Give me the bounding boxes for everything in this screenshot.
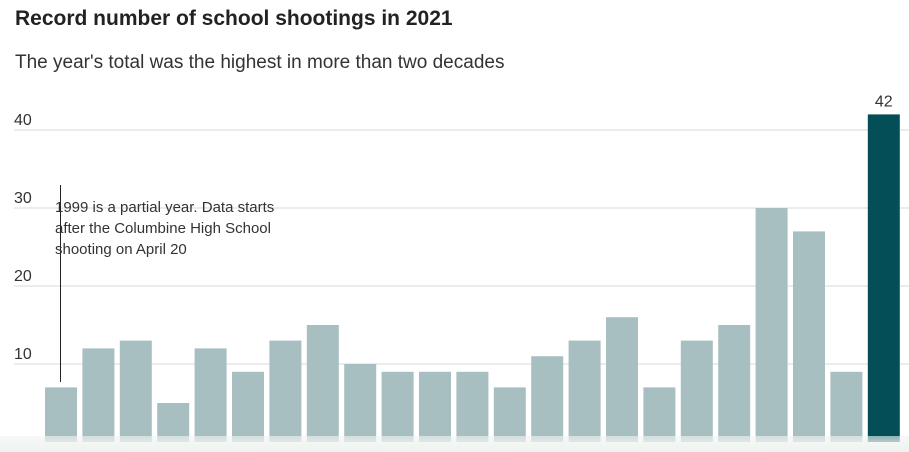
bar-2004 bbox=[232, 371, 264, 442]
bar-2021 bbox=[867, 114, 900, 443]
bar-2002 bbox=[157, 403, 190, 442]
bar-2013 bbox=[568, 340, 601, 442]
annotation-line: 1999 is a partial year. Data starts bbox=[55, 199, 275, 216]
bar-2017 bbox=[718, 325, 751, 442]
chart-subtitle: The year's total was the highest in more… bbox=[15, 52, 505, 73]
bar-2001 bbox=[119, 340, 152, 442]
y-tick-label: 20 bbox=[14, 268, 32, 285]
bar-2010 bbox=[456, 371, 489, 442]
chart-title: Record number of school shootings in 202… bbox=[15, 7, 453, 30]
bar-2007 bbox=[344, 364, 377, 442]
bar-2006 bbox=[306, 325, 339, 442]
bar-2003 bbox=[194, 348, 227, 442]
data-label: 42 bbox=[875, 93, 893, 110]
bottom-fade bbox=[0, 436, 909, 452]
y-tick-label: 30 bbox=[14, 190, 32, 207]
bar-2012 bbox=[531, 356, 564, 442]
bar-2020 bbox=[830, 371, 863, 442]
bar-2019 bbox=[793, 231, 825, 442]
y-tick-label: 40 bbox=[14, 112, 32, 129]
bar-2011 bbox=[493, 387, 526, 442]
bar-2005 bbox=[269, 340, 302, 442]
bar-1999 bbox=[45, 387, 77, 442]
bar-2018 bbox=[755, 208, 788, 442]
annotation-line: after the Columbine High School bbox=[55, 220, 271, 237]
bar-2008 bbox=[381, 371, 414, 442]
bar-2000 bbox=[82, 348, 115, 442]
partial-year-annotation: 1999 is a partial year. Data starts afte… bbox=[55, 197, 305, 260]
bar-2016 bbox=[680, 340, 713, 442]
y-tick-label: 10 bbox=[14, 346, 32, 363]
annotation-line: shooting on April 20 bbox=[55, 241, 187, 258]
bar-2015 bbox=[643, 387, 676, 442]
bar-2009 bbox=[419, 371, 451, 442]
bar-2014 bbox=[606, 317, 638, 442]
